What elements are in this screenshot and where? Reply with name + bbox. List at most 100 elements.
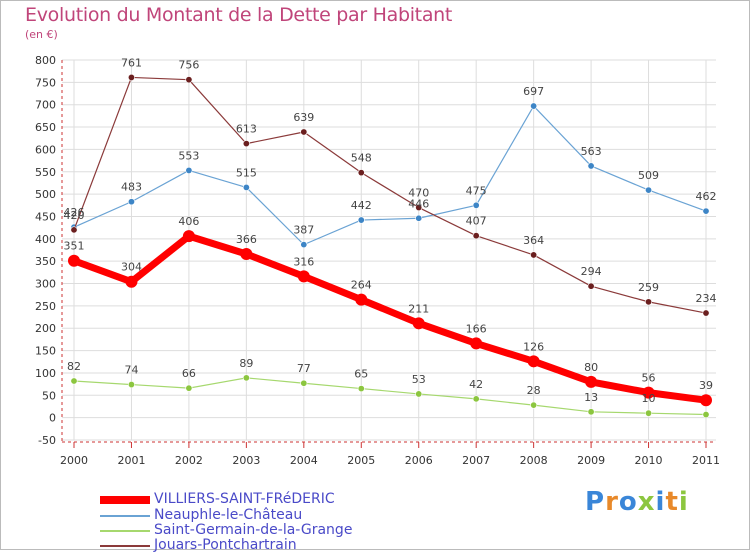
series-point [242, 183, 250, 191]
series-point [70, 226, 78, 234]
x-tick-label: 2002 [175, 454, 203, 467]
series-point [587, 162, 595, 170]
data-label: 234 [696, 292, 717, 305]
data-label: 462 [696, 190, 717, 203]
y-tick-label: 750 [35, 76, 56, 89]
series-point [702, 309, 710, 317]
series-point [300, 379, 308, 387]
y-tick-label: 150 [35, 345, 56, 358]
data-label: 39 [699, 379, 713, 392]
y-tick-label: 800 [35, 54, 56, 67]
series-point [357, 385, 365, 393]
data-label: 56 [642, 372, 656, 385]
series-point [240, 248, 253, 261]
logo-letter: P [585, 487, 606, 517]
series-point [68, 254, 80, 267]
series-point [645, 186, 653, 194]
series-point [585, 375, 598, 388]
series-point [587, 408, 595, 416]
series-point [300, 128, 308, 136]
series-point [355, 293, 368, 306]
series-point [415, 204, 423, 212]
y-tick-label: 450 [35, 210, 56, 223]
series-point [530, 401, 538, 409]
series-point [472, 201, 480, 209]
y-tick-label: 500 [35, 188, 56, 201]
data-label: 697 [523, 85, 544, 98]
series-point [702, 207, 710, 215]
series-line [70, 232, 710, 404]
y-tick-label: 650 [35, 121, 56, 134]
data-label: 366 [236, 233, 257, 246]
data-label: 65 [354, 368, 368, 381]
x-tick-label: 2003 [232, 454, 260, 467]
data-label: 28 [527, 384, 541, 397]
y-tick-label: 300 [35, 278, 56, 291]
series-point [357, 169, 365, 177]
series-point [297, 270, 310, 283]
x-tick-label: 2000 [60, 454, 88, 467]
x-tick-label: 2011 [692, 454, 720, 467]
data-label: 420 [64, 209, 85, 222]
series-point [127, 381, 135, 389]
legend-swatch [100, 545, 150, 547]
data-label: 483 [121, 181, 142, 194]
proxiti-logo: Proxiti [585, 487, 689, 517]
data-label: 42 [469, 378, 483, 391]
data-label: 364 [523, 234, 544, 247]
series-point [412, 317, 425, 330]
data-label: 211 [408, 302, 429, 315]
legend-label: Neauphle-le-Château [154, 507, 303, 523]
y-tick-label: 600 [35, 143, 56, 156]
data-label: 351 [64, 240, 85, 253]
x-tick-label: 2010 [635, 454, 663, 467]
data-label: 613 [236, 123, 257, 136]
plot-area [62, 60, 716, 440]
y-tick-label: 350 [35, 255, 56, 268]
legend-label: Jouars-Pontchartrain [154, 537, 297, 553]
x-tick-label: 2008 [520, 454, 548, 467]
series-point [185, 76, 193, 84]
data-label: 475 [466, 184, 487, 197]
y-tick-label: 100 [35, 367, 56, 380]
series-point [472, 232, 480, 240]
y-tick-label: 0 [49, 412, 56, 425]
data-label: 80 [584, 361, 598, 374]
x-tick-label: 2004 [290, 454, 318, 467]
data-label: 304 [121, 261, 142, 274]
series-point [642, 386, 655, 399]
logo-letter: x [637, 487, 656, 517]
y-tick-label: 400 [35, 233, 56, 246]
chart-title: Evolution du Montant de la Dette par Hab… [25, 4, 453, 26]
series-line [73, 105, 707, 246]
data-label: 548 [351, 152, 372, 165]
data-label: 82 [67, 360, 81, 373]
series-point [70, 377, 78, 385]
x-tick-label: 2005 [347, 454, 375, 467]
data-label: 264 [351, 279, 372, 292]
series-point [470, 337, 483, 350]
y-tick-label: 200 [35, 322, 56, 335]
data-label: 126 [523, 340, 544, 353]
data-label: 53 [412, 373, 426, 386]
logo-letter: i [678, 487, 689, 517]
logo-letter: i [655, 487, 666, 517]
series-point [185, 166, 193, 174]
data-label: 756 [178, 59, 199, 72]
legend-label: Saint-Germain-de-la-Grange [154, 522, 353, 538]
data-label: 294 [581, 265, 602, 278]
data-label: 761 [121, 56, 142, 69]
series-point [242, 140, 250, 148]
series-point [185, 384, 193, 392]
data-label: 77 [297, 362, 311, 375]
data-label: 406 [178, 215, 199, 228]
series-point [702, 411, 710, 419]
legend-swatch [100, 496, 150, 504]
series-point [242, 374, 250, 382]
y-tick-label: -50 [38, 434, 56, 447]
data-label: 166 [466, 322, 487, 335]
series-point [415, 390, 423, 398]
series-point [645, 298, 653, 306]
data-label: 74 [124, 364, 138, 377]
